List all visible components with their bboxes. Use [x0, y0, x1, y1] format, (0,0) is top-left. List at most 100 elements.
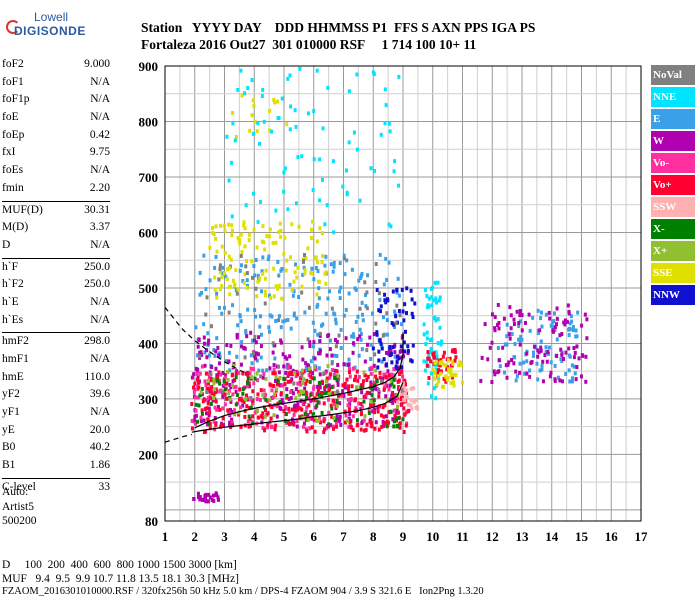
echo-point — [284, 370, 288, 375]
echo-point — [252, 227, 256, 232]
echo-point — [272, 294, 276, 299]
echo-point — [251, 351, 255, 356]
echo-point — [320, 390, 324, 395]
echo-point — [579, 374, 583, 379]
echo-point — [337, 289, 341, 294]
echo-point — [298, 66, 302, 71]
echo-point — [244, 203, 248, 208]
echo-point — [573, 371, 577, 376]
echo-point — [548, 316, 552, 321]
echo-point — [580, 323, 584, 328]
echo-point — [317, 296, 321, 301]
echo-point — [502, 370, 506, 375]
echo-point — [212, 419, 216, 424]
echo-point — [194, 408, 198, 413]
echo-point — [234, 268, 238, 273]
echo-point — [364, 392, 368, 397]
echo-point — [237, 370, 241, 375]
echo-point — [510, 332, 514, 337]
echo-point — [316, 389, 320, 394]
echo-point — [274, 240, 278, 245]
echo-point — [281, 319, 285, 324]
echo-point — [220, 311, 224, 316]
echo-point — [351, 341, 355, 346]
echo-point — [292, 412, 296, 417]
echo-point — [306, 363, 310, 368]
echo-point — [316, 384, 320, 389]
echo-point — [227, 389, 231, 394]
echo-point — [261, 255, 265, 260]
echo-point — [580, 353, 584, 358]
echo-point — [439, 371, 443, 376]
echo-point — [532, 344, 536, 349]
echo-point — [274, 284, 278, 289]
echo-point — [203, 363, 207, 368]
echo-point — [332, 415, 336, 420]
echo-point — [395, 303, 399, 308]
echo-point — [520, 313, 524, 318]
echo-point — [339, 327, 343, 332]
echo-point — [257, 368, 261, 373]
echo-point — [544, 345, 548, 350]
echo-point — [397, 385, 401, 390]
echo-point — [434, 396, 438, 401]
echo-point — [190, 418, 194, 423]
echo-point — [379, 341, 383, 346]
param-row: foEs N/A — [2, 164, 110, 182]
echo-point — [265, 398, 269, 403]
echo-point — [253, 273, 257, 278]
echo-point — [250, 259, 254, 264]
echo-point — [531, 315, 535, 320]
echo-point — [395, 290, 399, 295]
echo-point — [518, 319, 522, 324]
echo-point — [288, 354, 292, 359]
echo-point — [453, 350, 457, 355]
echo-point — [287, 363, 291, 368]
echo-point — [223, 228, 227, 233]
echo-point — [382, 357, 386, 362]
echo-point — [567, 368, 571, 373]
echo-point — [240, 93, 244, 98]
echo-point — [335, 414, 339, 419]
echo-point — [327, 422, 331, 427]
echo-point — [213, 387, 217, 392]
echo-point — [392, 325, 396, 330]
echo-point — [231, 121, 235, 126]
echo-point — [245, 278, 249, 283]
echo-point — [397, 387, 401, 392]
echo-point — [445, 377, 449, 382]
echo-point — [369, 399, 373, 404]
echo-point — [251, 367, 255, 372]
echo-point — [216, 497, 220, 502]
echo-point — [270, 388, 274, 393]
echo-point — [551, 329, 555, 334]
echo-point — [215, 336, 219, 341]
y-tick-label: 80 — [145, 514, 158, 529]
echo-point — [391, 397, 395, 402]
echo-point — [422, 322, 426, 327]
echo-point — [321, 322, 325, 327]
trace-line — [194, 332, 404, 429]
echo-point — [292, 422, 296, 427]
echo-point — [507, 332, 511, 337]
echo-point — [304, 390, 308, 395]
echo-point — [315, 403, 319, 408]
echo-point — [220, 284, 224, 289]
echo-point — [229, 343, 233, 348]
echo-point — [209, 389, 213, 394]
echo-point — [216, 373, 220, 378]
echo-point — [543, 353, 547, 358]
echo-point — [317, 392, 321, 397]
echo-point — [302, 389, 306, 394]
echo-point — [271, 341, 275, 346]
echo-point — [328, 338, 332, 343]
param-name: hmF1 — [2, 353, 29, 365]
echo-point — [212, 392, 216, 397]
echo-point — [384, 300, 388, 305]
param-value: 9.000 — [84, 58, 110, 70]
echo-point — [320, 231, 324, 236]
echo-point — [331, 159, 335, 164]
echo-point — [205, 348, 209, 353]
echo-point — [411, 315, 415, 320]
param-name: foE — [2, 111, 19, 124]
